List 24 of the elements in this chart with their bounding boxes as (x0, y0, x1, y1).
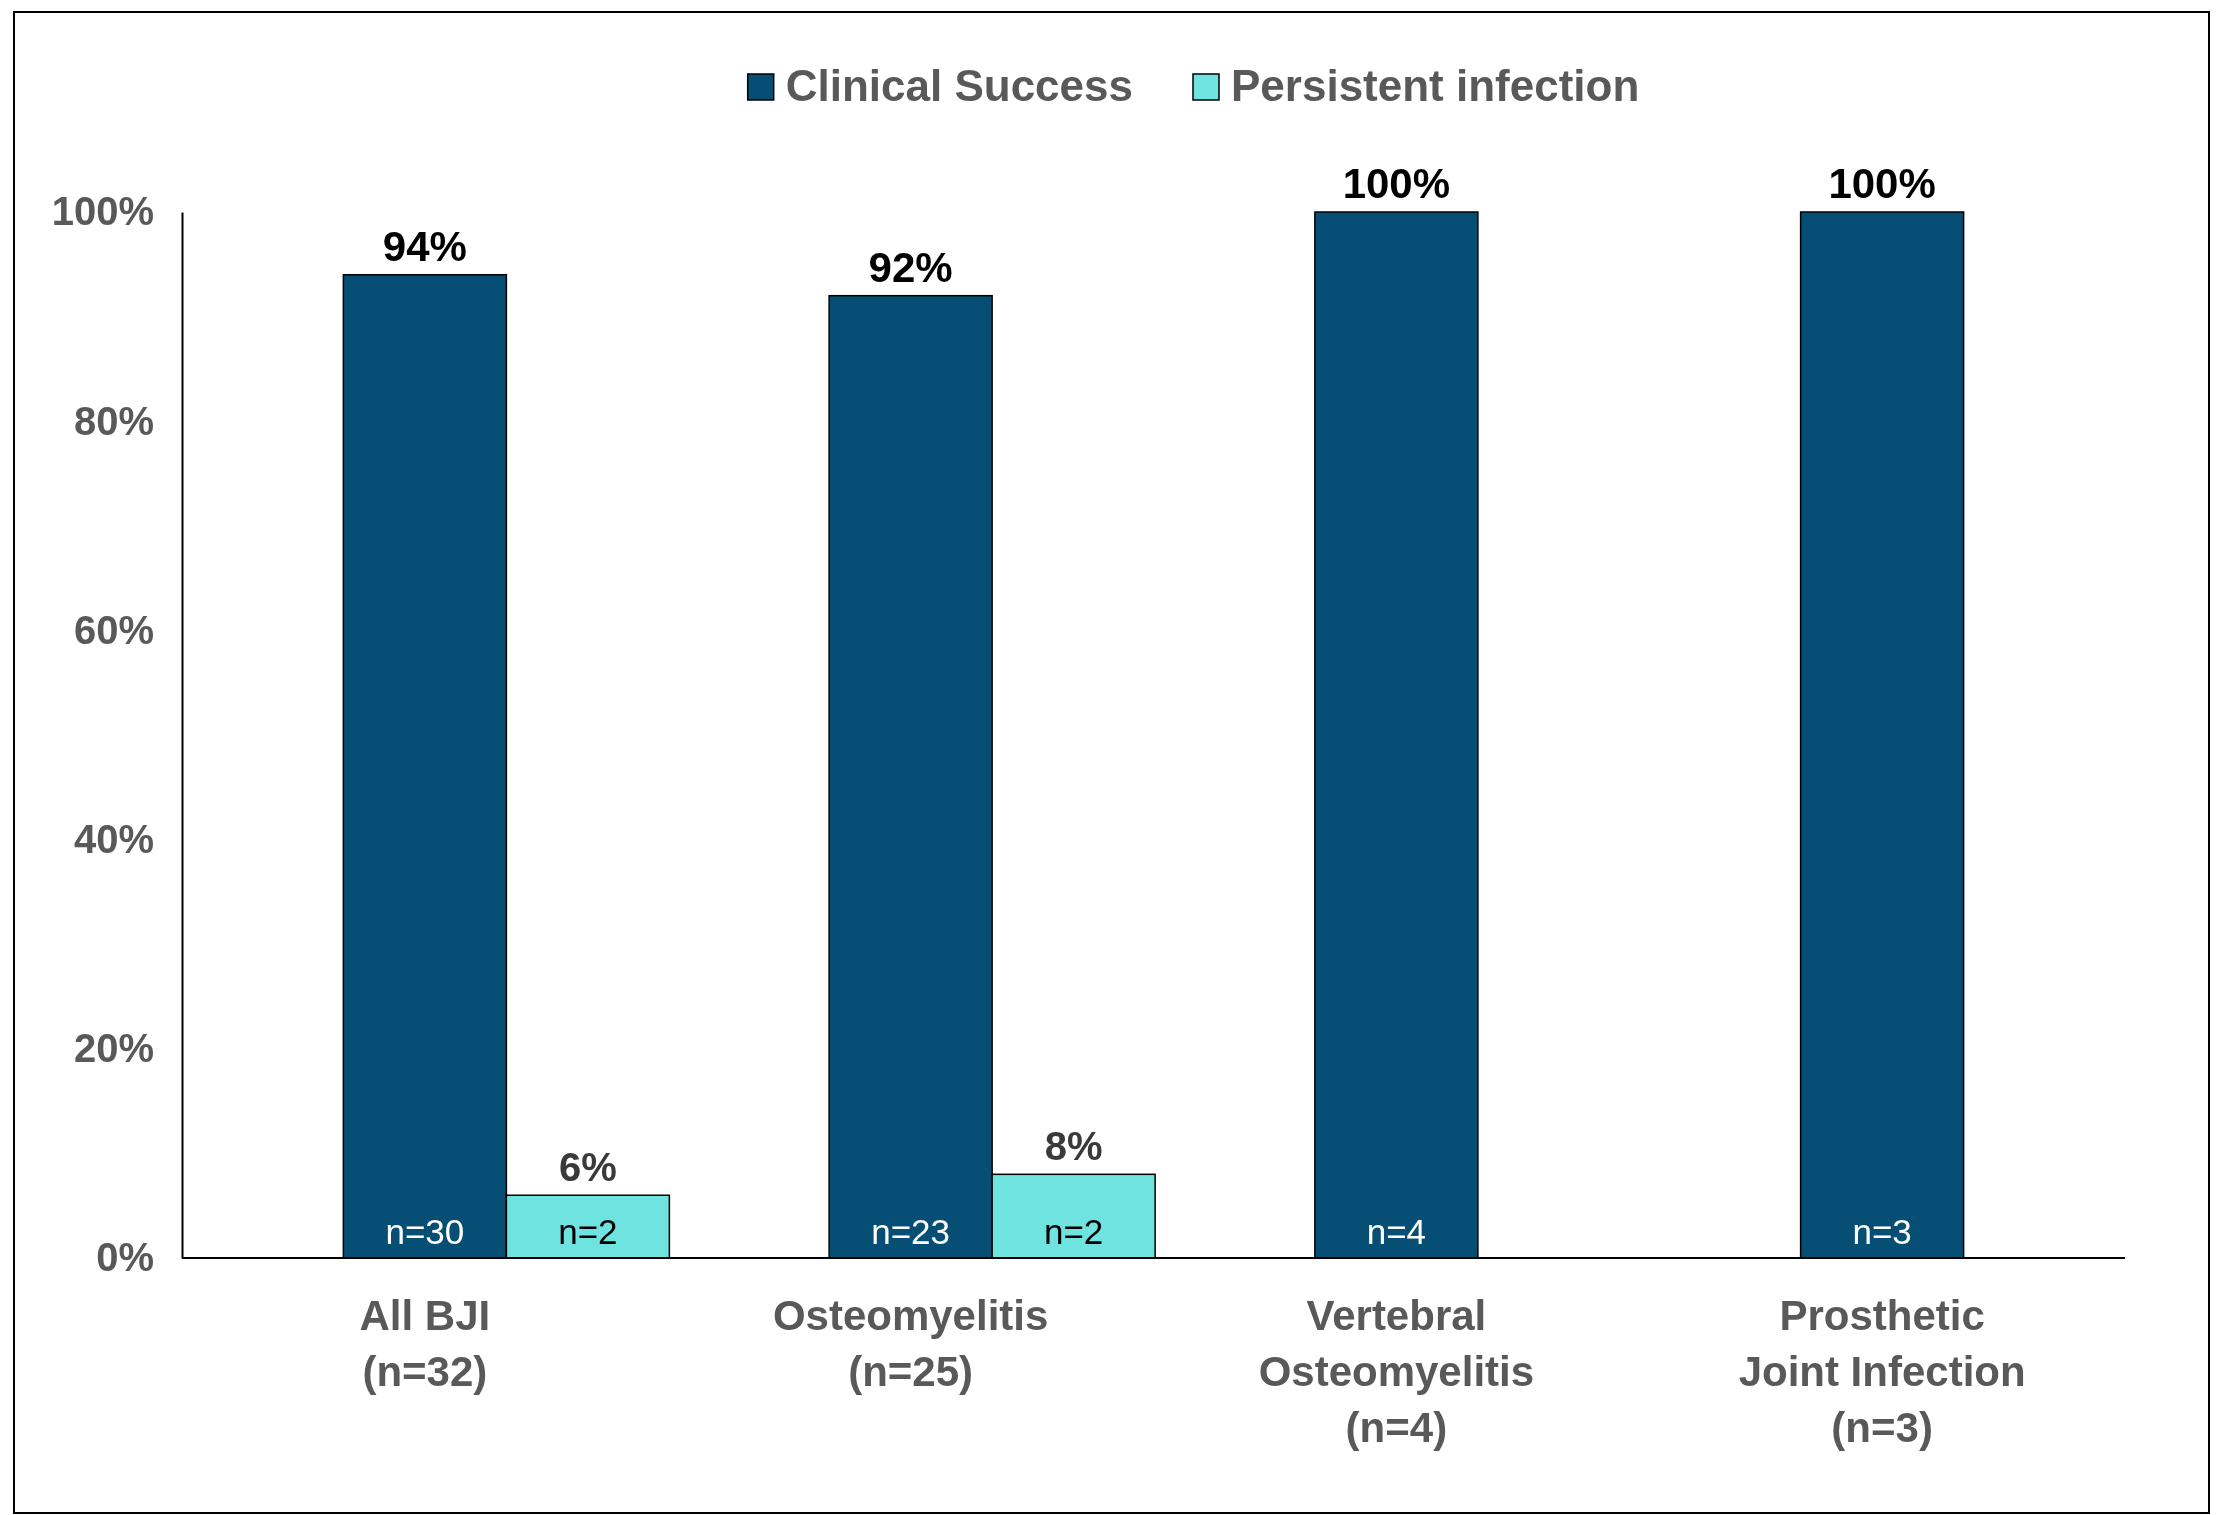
x-tick-label: Vertebral Osteomyelitis (n=4) (1258, 1292, 1535, 1451)
x-tick-label: Osteomyelitis (n=25) (772, 1292, 1049, 1395)
data-label: 6% (558, 1145, 617, 1190)
y-tick-label: 20% (73, 1026, 154, 1071)
data-label: 94% (382, 222, 467, 270)
y-tick-label: 0% (96, 1235, 154, 1280)
legend-label: Persistent infection (1230, 61, 1640, 110)
y-tick-label: 60% (73, 607, 154, 652)
y-tick-label: 40% (73, 816, 154, 861)
data-label: 8% (1044, 1124, 1103, 1169)
annotation: n=3 (1852, 1212, 1912, 1251)
x-tick-label: Prosthetic Joint Infection (n=3) (1738, 1292, 2026, 1451)
data-label: 100% (1342, 160, 1451, 207)
data-label: 92% (868, 243, 953, 291)
annotation: n=2 (1043, 1212, 1104, 1251)
y-tick-label: 100% (51, 189, 154, 234)
annotation: n=4 (1366, 1212, 1427, 1251)
annotation: n=30 (385, 1212, 465, 1251)
data-label: 100% (1828, 160, 1936, 207)
annotation: n=2 (558, 1212, 618, 1251)
y-tick-label: 80% (73, 398, 154, 443)
legend-label: Clinical Success (785, 61, 1133, 110)
annotation: n=23 (871, 1212, 951, 1251)
x-tick-label: All BJI (n=32) (359, 1292, 491, 1395)
